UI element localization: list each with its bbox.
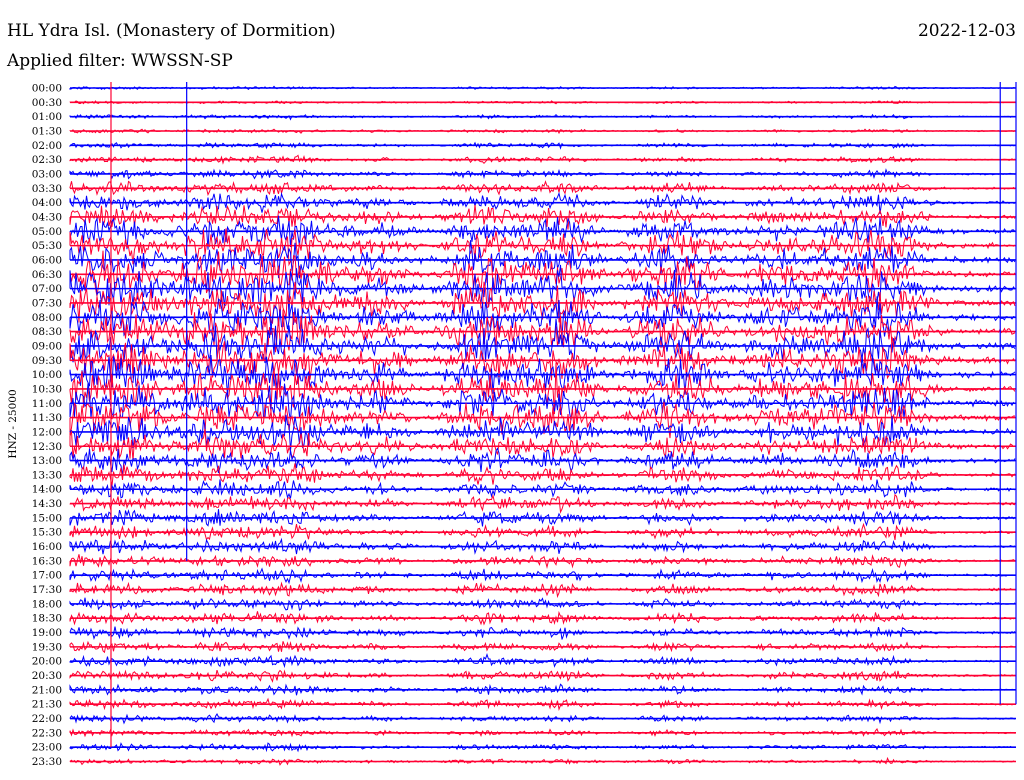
row-time-label: 20:00 (32, 656, 62, 668)
trace-row (69, 653, 1016, 669)
row-time-label: 21:00 (32, 684, 62, 696)
row-time-label: 04:30 (32, 211, 62, 223)
trace-row (69, 479, 1016, 499)
row-time-label: 06:00 (32, 254, 62, 266)
row-time-label: 00:30 (32, 97, 62, 109)
trace-row (69, 215, 1016, 250)
trace-row (69, 240, 1016, 279)
trace-row (69, 318, 1016, 364)
row-time-label: 12:00 (32, 426, 62, 438)
row-time-label: 03:30 (32, 183, 62, 195)
row-labels: 00:00 00:30 01:00 01:30 02:00 02:30 03:00 03:30… (32, 83, 62, 769)
row-time-label: 09:30 (32, 355, 62, 367)
row-time-label: 10:30 (32, 383, 62, 395)
row-time-label: 05:30 (32, 240, 62, 252)
filter-label: Applied filter: WWSSN-SP (6, 51, 233, 71)
row-time-label: 06:30 (32, 269, 62, 281)
trace-row (69, 191, 1016, 214)
row-time-label: 21:30 (32, 699, 62, 711)
trace-row (69, 447, 1016, 476)
row-time-label: 05:00 (32, 226, 62, 238)
row-time-label: 02:00 (32, 140, 62, 152)
trace-row (69, 669, 1016, 683)
row-time-label: 08:30 (32, 326, 62, 338)
row-time-label: 09:00 (32, 340, 62, 352)
row-time-label: 20:30 (32, 670, 62, 682)
trace-row (69, 428, 1016, 462)
row-time-label: 22:00 (32, 713, 62, 725)
trace-row (69, 597, 1016, 612)
trace-row (69, 537, 1016, 555)
row-time-label: 18:00 (32, 598, 62, 610)
row-time-label: 19:30 (32, 641, 62, 653)
row-time-label: 04:00 (32, 197, 62, 209)
row-time-label: 14:00 (32, 484, 62, 496)
row-time-label: 02:30 (32, 154, 62, 166)
row-time-label: 23:30 (32, 756, 62, 768)
row-time-label: 00:00 (32, 83, 62, 95)
row-time-label: 13:00 (32, 455, 62, 467)
trace-row (69, 355, 1016, 396)
row-time-label: 12:30 (32, 441, 62, 453)
row-time-label: 15:30 (32, 527, 62, 539)
row-time-label: 14:30 (32, 498, 62, 510)
row-time-label: 01:00 (32, 111, 62, 123)
trace-row (69, 296, 1016, 341)
trace-row (69, 383, 1016, 421)
row-time-label: 07:00 (32, 283, 62, 295)
row-time-label: 18:30 (32, 613, 62, 625)
row-time-label: 22:30 (32, 727, 62, 739)
row-time-label: 10:00 (32, 369, 62, 381)
trace-row (69, 228, 1016, 267)
plot-date: 2022-12-03 (918, 21, 1016, 41)
channel-label: HNZ - 25000 (7, 389, 19, 458)
row-time-label: 08:00 (32, 312, 62, 324)
seismic-traces (69, 82, 1017, 766)
row-time-label: 13:30 (32, 469, 62, 481)
row-time-label: 01:30 (32, 125, 62, 137)
row-time-label: 11:30 (32, 412, 62, 424)
row-time-label: 11:00 (32, 398, 62, 410)
row-time-label: 15:00 (32, 512, 62, 524)
row-time-label: 03:00 (32, 168, 62, 180)
row-time-label: 17:00 (32, 570, 62, 582)
row-time-label: 16:30 (32, 555, 62, 567)
row-time-label: 07:30 (32, 297, 62, 309)
row-time-label: 16:00 (32, 541, 62, 553)
row-time-label: 19:00 (32, 627, 62, 639)
row-time-label: 17:30 (32, 584, 62, 596)
station-title: HL Ydra Isl. (Monastery of Dormition) (7, 21, 336, 41)
row-time-label: 23:00 (32, 742, 62, 754)
trace-row (69, 567, 1016, 585)
